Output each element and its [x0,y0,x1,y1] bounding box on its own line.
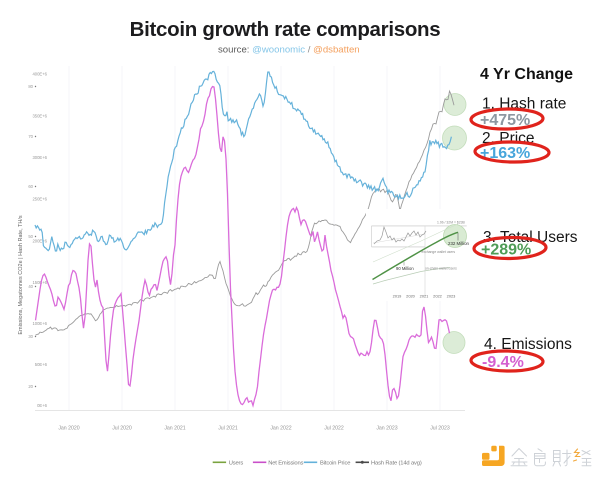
svg-text:100E+6: 100E+6 [32,321,47,326]
svg-text:2021: 2021 [420,294,429,299]
svg-text:4. Emissions: 4. Emissions [484,336,572,353]
svg-text:40: 40 [28,284,33,289]
svg-text:exchange wallet users: exchange wallet users [422,250,456,254]
svg-text:Jan 2023: Jan 2023 [376,426,397,432]
svg-text:232 Million: 232 Million [448,241,470,246]
svg-text:Bitcoin growth rate comparison: Bitcoin growth rate comparisons [130,18,441,41]
svg-text:-9.4%: -9.4% [482,354,524,371]
svg-text:400E+6: 400E+6 [32,72,47,77]
svg-text:90 Million: 90 Million [396,266,414,271]
svg-text:20: 20 [28,384,33,389]
svg-text:Jul 2021: Jul 2021 [218,426,238,432]
svg-text:source: @woonomic / @dsbatten: source: @woonomic / @dsbatten [218,45,360,56]
svg-text:2019: 2019 [393,294,402,299]
svg-text:2020: 2020 [406,294,415,299]
svg-text:0E+6: 0E+6 [37,403,48,408]
svg-text:+163%: +163% [480,145,530,162]
svg-text:150E+6: 150E+6 [32,280,47,285]
svg-text:60: 60 [28,184,33,189]
svg-text:300E+6: 300E+6 [32,155,47,160]
svg-text:Jan 2022: Jan 2022 [270,426,291,432]
svg-text:on-chain wallet users: on-chain wallet users [425,267,457,271]
svg-text:Hash Rate (14d avg): Hash Rate (14d avg) [371,461,422,467]
svg-text:80: 80 [28,84,33,89]
svg-text:Emissions, Megatonnes CO2e |: Emissions, Megatonnes CO2e | Hash Rate, … [18,215,24,335]
svg-text:2023: 2023 [447,294,456,299]
svg-text:50: 50 [28,234,33,239]
svg-text:Net Emissions: Net Emissions [268,461,303,467]
svg-text:+289%: +289% [481,242,531,259]
svg-text:+475%: +475% [480,112,530,129]
svg-text:1.9b / 32M = $23B: 1.9b / 32M = $23B [437,221,466,225]
svg-text:2022: 2022 [433,294,442,299]
svg-text:250E+6: 250E+6 [32,197,47,202]
svg-text:Jul 2022: Jul 2022 [324,426,344,432]
svg-text:4 Yr Change: 4 Yr Change [480,66,573,83]
svg-text:Jan 2020: Jan 2020 [58,426,79,432]
svg-text:Jul 2020: Jul 2020 [112,426,132,432]
svg-text:Jul 2023: Jul 2023 [430,426,450,432]
svg-text:Users: Users [229,461,244,467]
svg-text:50E+6: 50E+6 [35,362,48,367]
svg-text:350E+6: 350E+6 [32,114,47,119]
svg-text:70: 70 [28,134,33,139]
svg-text:200E+6: 200E+6 [32,239,47,244]
svg-text:Bitcoin Price: Bitcoin Price [320,461,350,467]
svg-text:30: 30 [28,334,33,339]
svg-text:Jan 2021: Jan 2021 [164,426,185,432]
